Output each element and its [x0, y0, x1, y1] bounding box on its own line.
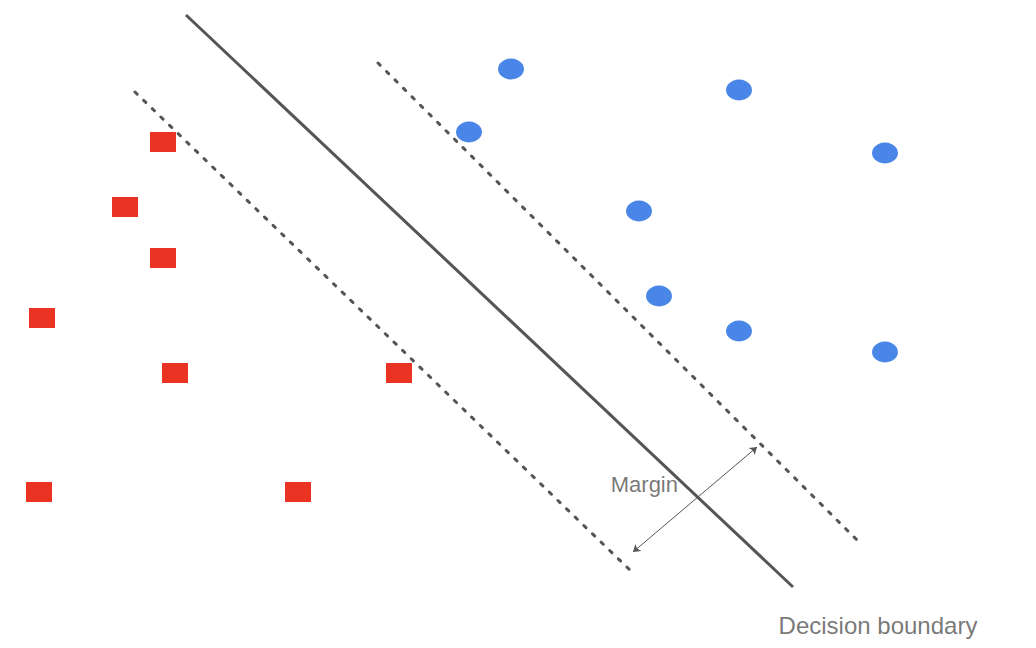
- svg-text:Margin: Margin: [611, 472, 678, 497]
- svg-text:Decision boundary: Decision boundary: [779, 612, 978, 639]
